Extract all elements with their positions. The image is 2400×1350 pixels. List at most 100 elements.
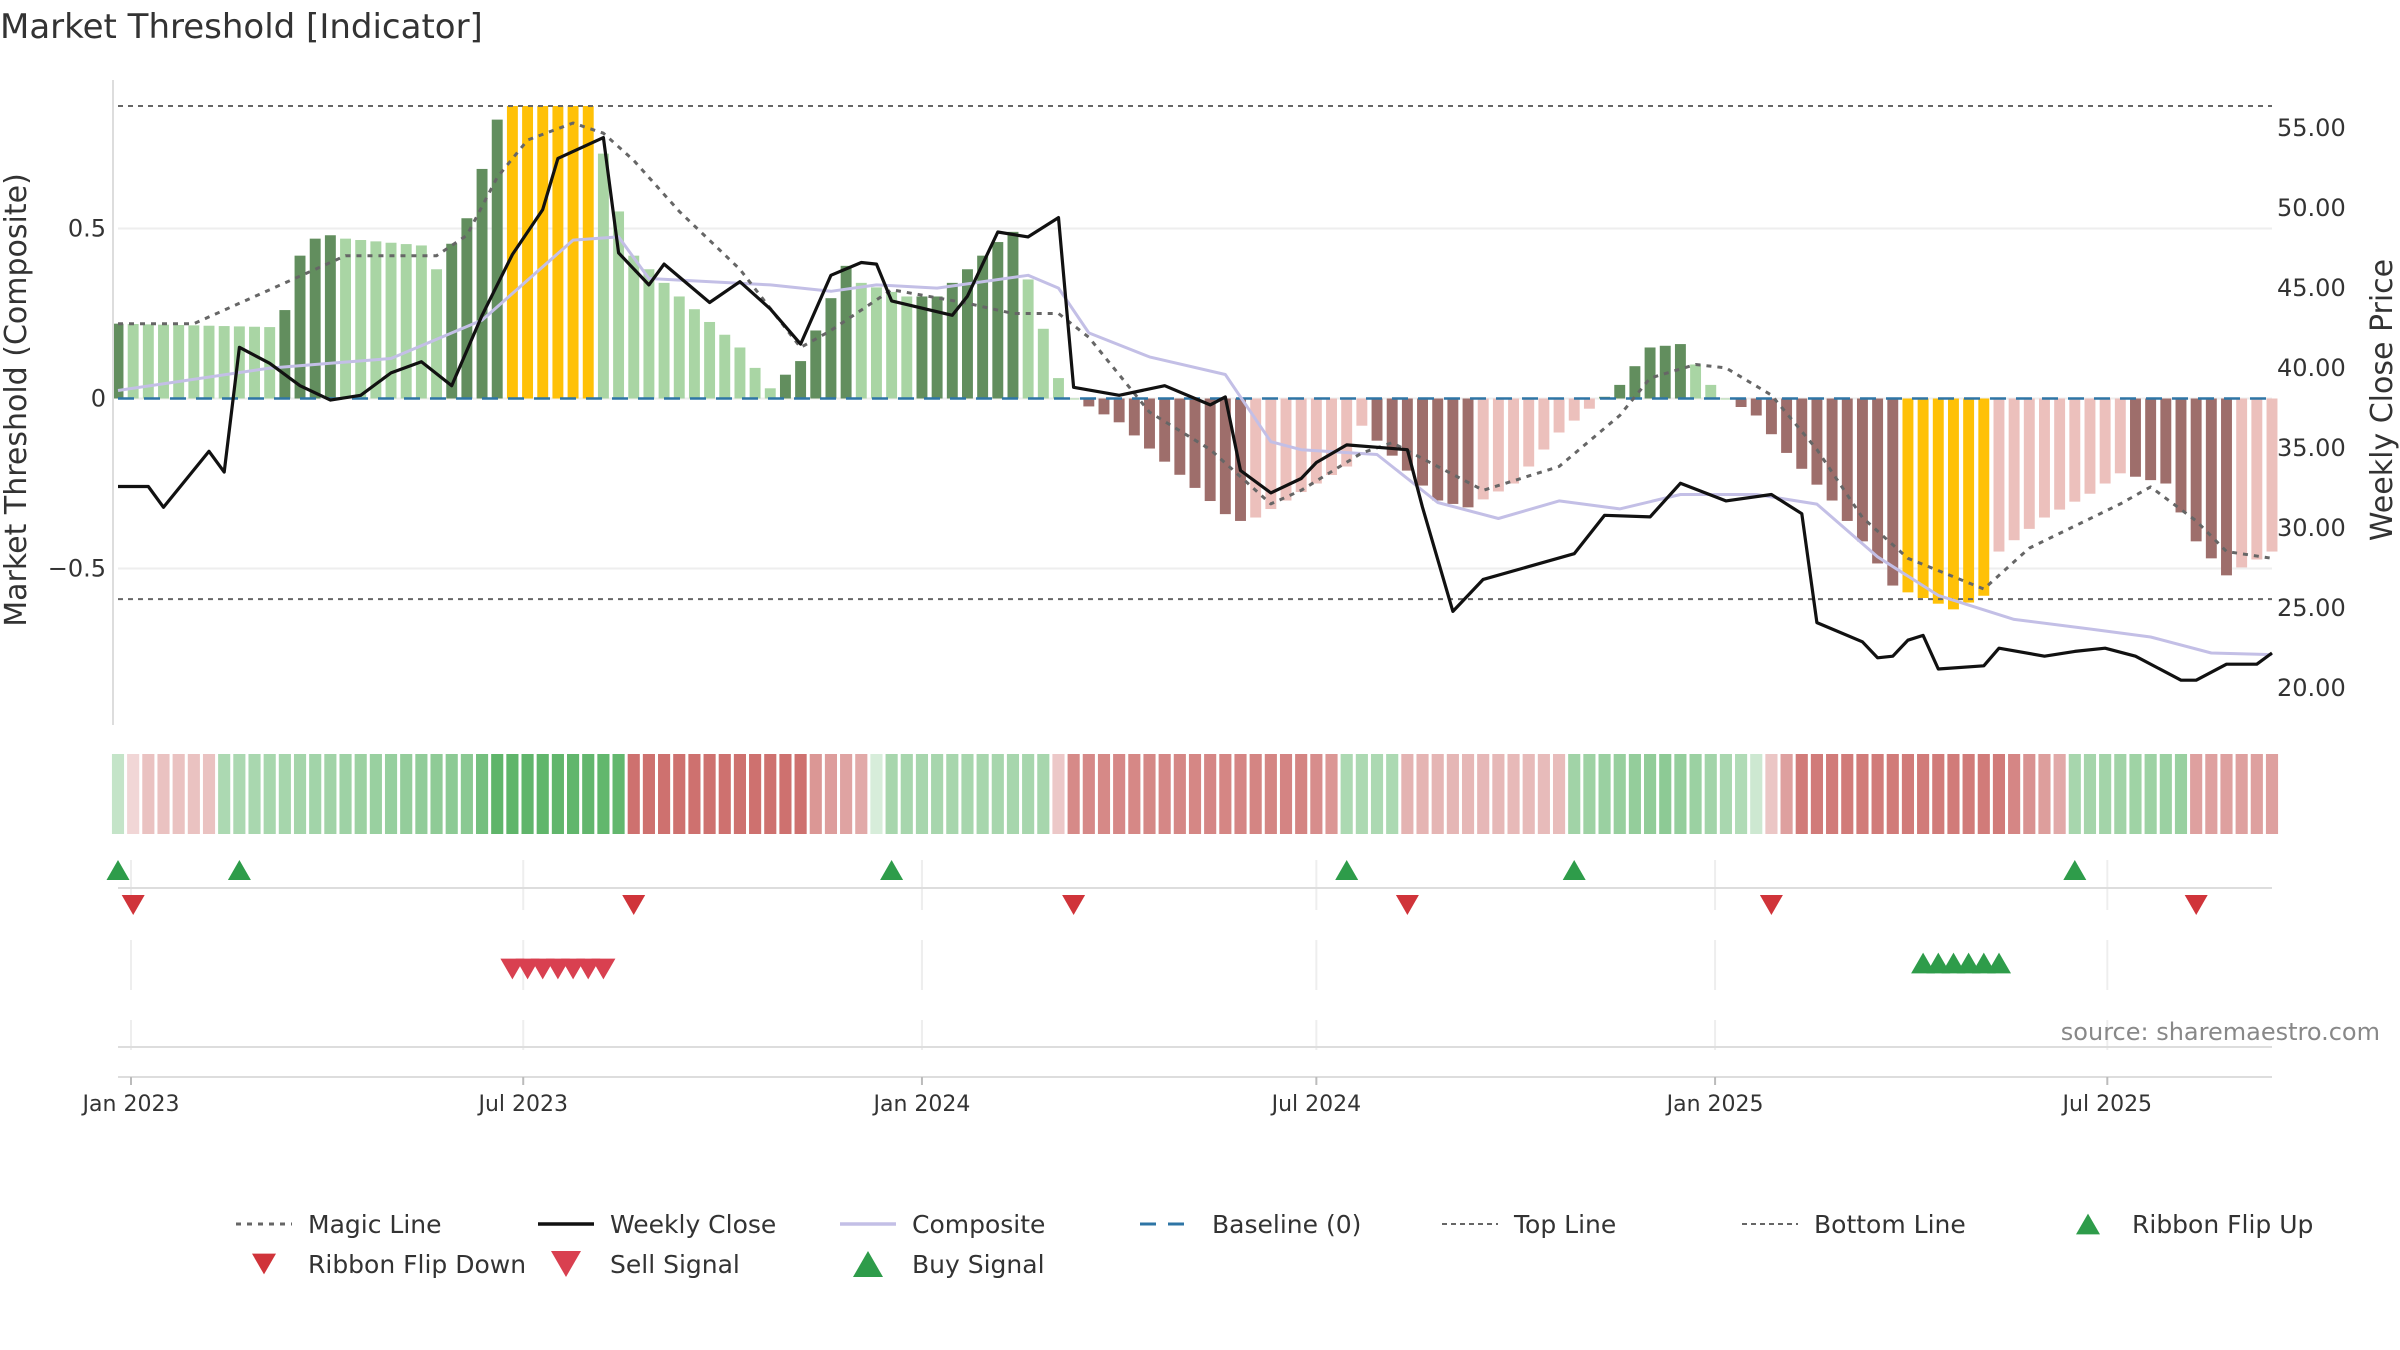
ribbon-cell [1689, 754, 1702, 834]
composite-bar [309, 238, 321, 399]
ribbon-cell [1628, 754, 1641, 834]
composite-bar [127, 324, 139, 399]
legend-label: Buy Signal [912, 1250, 1045, 1279]
composite-bar [1583, 398, 1595, 409]
composite-bar [233, 326, 245, 399]
legend-swatch-marker [551, 1251, 581, 1277]
composite-bar [1826, 398, 1838, 501]
composite-bar [1083, 398, 1095, 407]
ribbon-cell [1795, 754, 1808, 834]
composite-bar [1538, 398, 1550, 450]
composite-bar [2251, 398, 2263, 560]
ribbon-cell [991, 754, 1004, 834]
ribbon-cell [961, 754, 974, 834]
buy-signal-marker [1987, 952, 2011, 974]
composite-bar [1614, 384, 1626, 399]
ribbon-cell [597, 754, 610, 834]
composite-bar [628, 255, 640, 399]
ribbon-cell [2250, 754, 2263, 834]
ribbon-cell [1613, 754, 1626, 834]
composite-bar [719, 334, 731, 399]
ribbon-cell [1446, 754, 1459, 834]
composite-bar [1856, 398, 1868, 542]
ribbon-cell [658, 754, 671, 834]
y-axis-right-label: Weekly Close Price [2365, 259, 2400, 541]
ribbon-cell [142, 754, 155, 834]
legend-item-top: Top Line [1442, 1210, 1616, 1239]
x-tick-label: Jan 2025 [1665, 1092, 1764, 1117]
composite-bar [1841, 398, 1853, 521]
ribbon-cell [2099, 754, 2112, 834]
x-tick-label: Jul 2023 [476, 1092, 568, 1117]
ribbon-cell [2008, 754, 2021, 834]
legend-label: Sell Signal [610, 1250, 740, 1279]
ribbon-cell [2174, 754, 2188, 834]
ribbon-cell [172, 754, 185, 834]
ribbon-cell [1765, 754, 1778, 834]
composite-bar [2221, 398, 2232, 576]
ribbon-flip-down-marker [1062, 895, 1086, 915]
composite-bar [1037, 328, 1049, 399]
ribbon-cell [400, 754, 413, 834]
legend-label: Ribbon Flip Up [2132, 1210, 2313, 1239]
composite-bar [962, 269, 973, 399]
ribbon-cell [475, 754, 489, 834]
composite-bar [825, 298, 837, 399]
y-left-tick-label: 0.5 [68, 214, 106, 242]
composite-bar [1159, 398, 1171, 462]
ribbon-cell [1644, 754, 1657, 834]
ribbon-cell [764, 754, 777, 834]
ribbon-cell [1552, 754, 1566, 834]
composite-bar [1932, 398, 1944, 604]
composite-bar [1629, 366, 1641, 399]
ribbon-cell [1583, 754, 1596, 834]
ribbon-cell [1295, 754, 1308, 834]
ribbon-flip-up-marker [1562, 860, 1586, 880]
composite-bar [1447, 398, 1459, 504]
ribbon-cell [384, 754, 398, 834]
buy-signal-marker [1941, 952, 1966, 974]
ribbon-cell [369, 754, 382, 834]
ribbon-cell [309, 754, 322, 834]
composite-bar [2069, 398, 2081, 502]
ribbon-cell [1659, 754, 1672, 834]
legend-item-buy: Buy Signal [853, 1250, 1045, 1279]
ribbon-cell [233, 754, 246, 834]
ribbon-cell [1962, 754, 1975, 834]
ribbon-cell [1022, 754, 1035, 834]
ribbon-cell [1158, 754, 1171, 834]
ribbon-cell [627, 754, 640, 834]
ribbon-cell [1719, 754, 1732, 834]
ribbon-cell [491, 754, 504, 834]
legend-swatch-marker [252, 1253, 276, 1275]
ribbon-cell [673, 754, 686, 834]
ribbon-cell [551, 754, 564, 834]
composite-bar [992, 242, 1004, 399]
composite-bar [916, 296, 928, 399]
chart-title: Market Threshold [Indicator] [0, 7, 483, 47]
composite-bar [1674, 344, 1686, 399]
ribbon-cell [2083, 754, 2097, 834]
composite-bar [2114, 398, 2126, 474]
legend-item-close: Weekly Close [538, 1210, 776, 1239]
composite-bar [1356, 398, 1368, 426]
ribbon-cell [1901, 754, 1915, 834]
composite-bar [1068, 398, 1080, 400]
composite-bar [1053, 378, 1064, 399]
y-left-tick-label: 0 [91, 385, 106, 413]
ribbon-cell [840, 754, 853, 834]
composite-bar [385, 242, 397, 399]
composite-bar [886, 291, 898, 399]
composite-bar [173, 325, 185, 399]
ribbon-cell [718, 754, 731, 834]
ribbon-cell [1340, 754, 1353, 834]
ribbon-cell [703, 754, 716, 834]
ribbon-cell [824, 754, 838, 834]
ribbon-cell [278, 754, 291, 834]
y-right-tick-label: 55.00 [2277, 114, 2346, 142]
composite-bar [1326, 398, 1337, 476]
ribbon-cell [1735, 754, 1748, 834]
signal-markers [106, 860, 2272, 1048]
ribbon-cell [1780, 754, 1793, 834]
composite-bar [2084, 398, 2096, 494]
